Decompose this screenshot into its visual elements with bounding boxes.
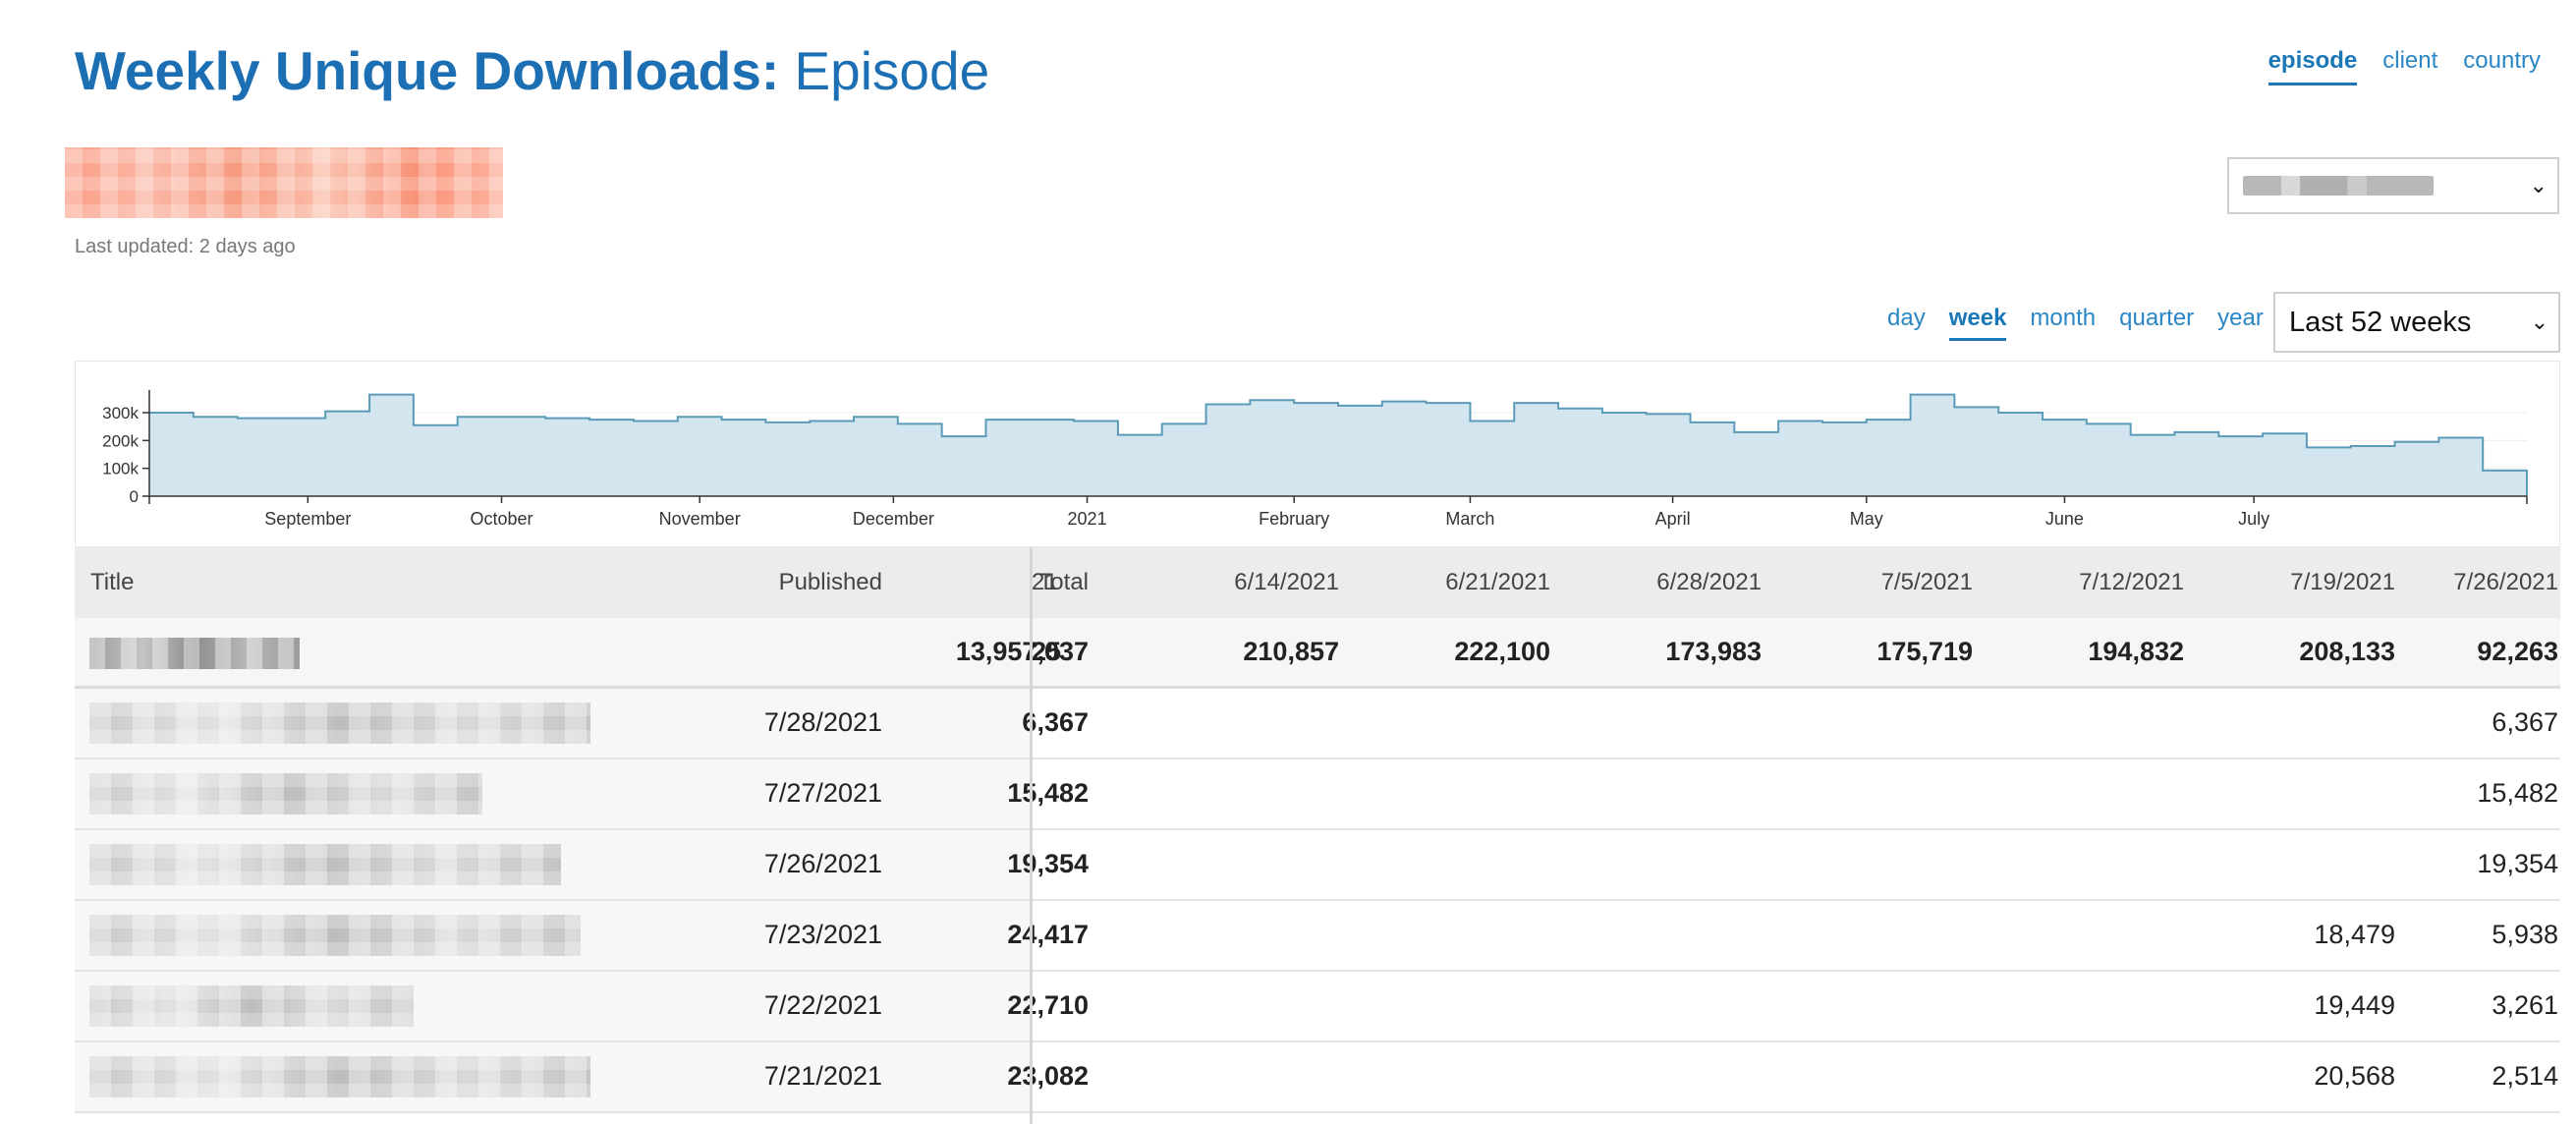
table-row[interactable]: 7/23/2021 24,417 18,479 5,938 [75,901,2560,972]
chart-frame [75,361,2560,547]
episode-title-redacted[interactable] [89,702,590,744]
x-tick-label: April [1655,509,1691,529]
week-total: 25 [1032,637,1062,666]
x-tick-label: October [471,509,533,529]
week-value-7-19: 18,479 [2314,920,2395,949]
page-title: Weekly Unique Downloads: Episode [75,39,989,102]
x-tick-label: 2021 [1068,509,1107,529]
row-total: 6,367 [1022,707,1089,737]
published-date: 7/21/2021 [763,1061,882,1091]
row-total: 15,482 [1007,778,1089,808]
podcast-select-value-redacted [2243,176,2434,196]
x-tick-label: November [659,509,741,529]
row-total: 22,710 [1007,990,1089,1020]
published-date: 7/26/2021 [763,849,882,878]
fixed-column-separator [1030,547,1033,1124]
table-header-row: Title Published Total 21 6/14/2021 6/21/… [75,547,2560,618]
view-tab-country[interactable]: country [2463,47,2541,74]
row-total: 19,354 [1007,849,1089,878]
week-value-7-26: 15,482 [2477,778,2558,808]
period-tab-year[interactable]: year [2217,305,2264,331]
week-total: 92,263 [2477,637,2558,666]
y-tick-label: 100k [102,460,139,478]
x-tick-label: May [1850,509,1883,529]
chevron-down-icon: ⌄ [2529,173,2548,197]
x-tick-label: July [2238,509,2269,529]
week-total: 175,719 [1876,637,1973,666]
header-week[interactable]: 7/26/2021 [2453,569,2558,595]
table-row[interactable]: 7/26/2021 19,354 19,354 [75,830,2560,901]
header-week[interactable]: 7/5/2021 [1880,569,1973,595]
period-tab-month[interactable]: month [2030,305,2097,331]
header-title[interactable]: Title [90,569,135,595]
week-total: 222,100 [1454,637,1550,666]
week-value-7-26: 2,514 [2492,1061,2558,1091]
week-value-7-26: 5,938 [2492,920,2558,949]
podcast-name-redacted [65,147,503,218]
header-week[interactable]: 6/28/2021 [1656,569,1762,595]
published-date: 7/22/2021 [763,990,882,1020]
x-tick-label: February [1259,509,1329,529]
table-row[interactable]: 7/22/2021 22,710 19,449 3,261 [75,972,2560,1042]
week-total: 194,832 [2088,637,2184,666]
week-value-7-26: 3,261 [2492,990,2558,1020]
header-week[interactable]: 6/21/2021 [1445,569,1550,595]
podcast-title-redacted [89,638,300,669]
table-row[interactable]: 7/21/2021 23,082 20,568 2,514 [75,1042,2560,1113]
table-total-row: 13,957,037 25 210,857 222,100 173,983 17… [75,618,2560,689]
week-value-7-26: 19,354 [2477,849,2558,878]
range-select-value: Last 52 weeks [2289,306,2472,338]
last-updated-text: Last updated: 2 days ago [75,236,296,257]
episode-title-redacted[interactable] [89,844,561,885]
period-tab-quarter[interactable]: quarter [2119,305,2195,331]
week-value-7-19: 19,449 [2314,990,2395,1020]
y-tick-label: 300k [102,404,139,422]
header-week[interactable]: 7/12/2021 [2079,569,2184,595]
y-tick-label: 0 [130,487,139,506]
downloads-chart: 0 100k 200k 300k September October November Dec… [102,390,2528,529]
period-tab-week[interactable]: week [1948,305,2007,341]
chevron-down-icon: ⌄ [2530,309,2548,334]
period-tab-day[interactable]: day [1887,305,1926,331]
week-total: 173,983 [1665,637,1762,666]
x-tick-label: September [264,509,351,529]
week-value-7-19: 20,568 [2314,1061,2395,1091]
y-tick-label: 200k [102,431,139,450]
week-value-7-26: 6,367 [2492,707,2558,737]
table-row[interactable]: 7/27/2021 15,482 15,482 [75,759,2560,830]
downloads-line [149,393,2528,496]
table-row[interactable]: 7/28/2021 6,367 6,367 [75,689,2560,759]
downloads-table: Title Published Total 21 6/14/2021 6/21/… [75,547,2560,1124]
row-total: 24,417 [1007,920,1089,949]
header-total[interactable]: Total [1038,569,1089,595]
episode-title-redacted[interactable] [89,915,581,956]
episode-title-redacted[interactable] [89,1056,590,1097]
header-published[interactable]: Published [778,569,882,595]
row-total: 23,082 [1007,1061,1089,1091]
episode-title-redacted[interactable] [89,985,414,1027]
x-tick-label: June [2045,509,2084,529]
week-total: 208,133 [2299,637,2395,666]
view-nav: episode client country [2268,47,2541,85]
period-nav: day week month quarter year [1887,305,2264,341]
episode-title-redacted[interactable] [89,773,482,815]
grand-total: 13,957,037 [955,637,1089,666]
page-title-sub: Episode [794,40,990,101]
view-tab-episode[interactable]: episode [2268,47,2358,85]
published-date: 7/23/2021 [763,920,882,949]
published-date: 7/28/2021 [763,707,882,737]
page-title-main: Weekly Unique Downloads: [75,40,780,101]
downloads-area [149,394,2527,496]
header-week[interactable]: 7/19/2021 [2290,569,2395,595]
header-week[interactable]: 21 [1032,569,1058,595]
header-week[interactable]: 6/14/2021 [1234,569,1339,595]
range-select[interactable]: Last 52 weeks ⌄ [2273,292,2560,353]
podcast-select[interactable]: ⌄ [2227,157,2559,214]
view-tab-client[interactable]: client [2382,47,2438,74]
week-total: 210,857 [1243,637,1339,666]
x-tick-label: March [1445,509,1494,529]
x-tick-label: December [853,509,934,529]
published-date: 7/27/2021 [763,778,882,808]
